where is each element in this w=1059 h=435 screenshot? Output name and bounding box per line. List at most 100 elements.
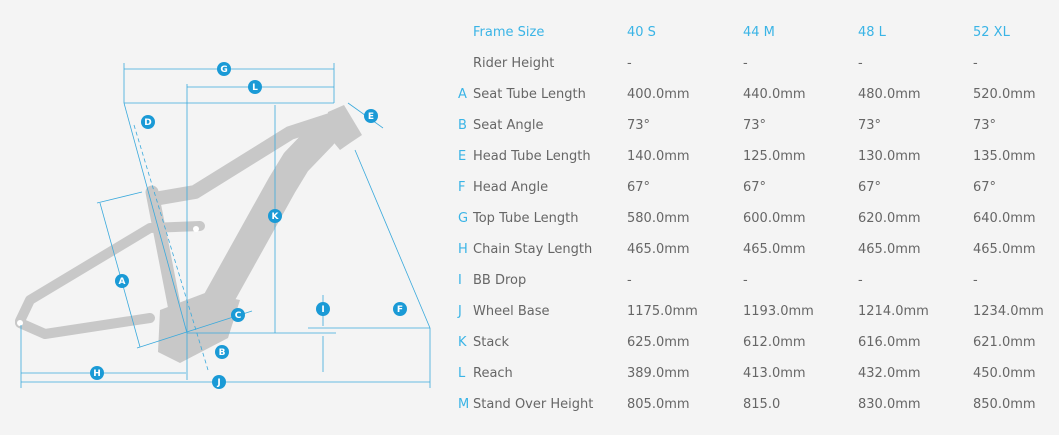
row-letter: E bbox=[458, 149, 467, 164]
row-value: - bbox=[743, 56, 748, 71]
row-value: 67° bbox=[627, 180, 651, 195]
badge-i: I bbox=[316, 302, 330, 316]
size-header: 48 L bbox=[858, 25, 886, 40]
row-value: 400.0mm bbox=[627, 87, 690, 102]
dimension-badges: A B C D E F G H I J K L bbox=[90, 62, 407, 389]
row-value: 1175.0mm bbox=[627, 304, 698, 319]
badge-k: K bbox=[268, 209, 282, 223]
row-value: 830.0mm bbox=[858, 397, 921, 412]
row-value: 140.0mm bbox=[627, 149, 690, 164]
svg-text:B: B bbox=[219, 348, 226, 358]
svg-text:C: C bbox=[235, 311, 242, 321]
badge-f: F bbox=[393, 302, 407, 316]
row-value: 616.0mm bbox=[858, 335, 921, 350]
row-value: - bbox=[743, 273, 748, 288]
row-value: 73° bbox=[973, 118, 997, 133]
row-label: Stack bbox=[473, 335, 509, 350]
row-label: BB Drop bbox=[473, 273, 527, 288]
row-value: 465.0mm bbox=[858, 242, 921, 257]
row-value: 465.0mm bbox=[743, 242, 806, 257]
row-label: Seat Tube Length bbox=[473, 87, 586, 102]
row-value: 465.0mm bbox=[973, 242, 1036, 257]
svg-text:D: D bbox=[144, 118, 151, 128]
row-value: 389.0mm bbox=[627, 366, 690, 381]
row-label: Reach bbox=[473, 366, 513, 381]
svg-text:A: A bbox=[119, 277, 126, 287]
row-letter: F bbox=[458, 180, 466, 195]
row-label: Seat Angle bbox=[473, 118, 544, 133]
row-value: 67° bbox=[858, 180, 882, 195]
row-value: 580.0mm bbox=[627, 211, 690, 226]
row-label: Head Tube Length bbox=[473, 149, 591, 164]
down-tube bbox=[203, 120, 337, 315]
row-letter: L bbox=[458, 366, 466, 381]
row-value: 600.0mm bbox=[743, 211, 806, 226]
row-letter: H bbox=[458, 242, 468, 257]
row-value: - bbox=[627, 273, 632, 288]
geometry-diagram: A B C D E F G H I J K L bbox=[15, 62, 431, 389]
svg-text:E: E bbox=[368, 112, 374, 122]
svg-text:F: F bbox=[397, 305, 403, 315]
rear-axle bbox=[17, 320, 23, 326]
svg-text:H: H bbox=[93, 369, 101, 379]
row-value: 612.0mm bbox=[743, 335, 806, 350]
bike-frame bbox=[15, 105, 362, 363]
row-value: 805.0mm bbox=[627, 397, 690, 412]
row-value: 620.0mm bbox=[858, 211, 921, 226]
row-value: 1234.0mm bbox=[973, 304, 1044, 319]
svg-text:K: K bbox=[272, 212, 280, 222]
row-value: - bbox=[973, 273, 978, 288]
row-value: 413.0mm bbox=[743, 366, 806, 381]
row-value: 73° bbox=[858, 118, 882, 133]
row-value: 135.0mm bbox=[973, 149, 1036, 164]
header-label: Frame Size bbox=[473, 25, 545, 40]
svg-text:J: J bbox=[216, 378, 220, 388]
row-value: - bbox=[858, 56, 863, 71]
svg-text:I: I bbox=[321, 305, 324, 315]
row-letter: A bbox=[458, 87, 467, 102]
row-value: - bbox=[973, 56, 978, 71]
row-value: 520.0mm bbox=[973, 87, 1036, 102]
row-value: 67° bbox=[973, 180, 997, 195]
row-value: 1214.0mm bbox=[858, 304, 929, 319]
row-value: - bbox=[858, 273, 863, 288]
row-value: 450.0mm bbox=[973, 366, 1036, 381]
row-label: Chain Stay Length bbox=[473, 242, 593, 257]
row-value: 125.0mm bbox=[743, 149, 806, 164]
svg-text:G: G bbox=[220, 65, 227, 75]
row-value: 130.0mm bbox=[858, 149, 921, 164]
row-letter: J bbox=[458, 304, 462, 319]
row-value: - bbox=[627, 56, 632, 71]
badge-e: E bbox=[364, 109, 378, 123]
seat-stay bbox=[15, 221, 205, 326]
row-value: 640.0mm bbox=[973, 211, 1036, 226]
pivot bbox=[193, 226, 199, 232]
row-value: 621.0mm bbox=[973, 335, 1036, 350]
row-label: Head Angle bbox=[473, 180, 549, 195]
row-value: 432.0mm bbox=[858, 366, 921, 381]
row-value: 67° bbox=[743, 180, 767, 195]
row-value: 1193.0mm bbox=[743, 304, 814, 319]
row-letter: G bbox=[458, 211, 469, 226]
row-value: 73° bbox=[627, 118, 651, 133]
seat-tube bbox=[145, 185, 185, 332]
row-value: 815.0 bbox=[743, 397, 781, 412]
size-header: 40 S bbox=[627, 25, 656, 40]
row-value: 850.0mm bbox=[973, 397, 1036, 412]
row-letter: M bbox=[458, 397, 470, 412]
svg-text:L: L bbox=[252, 83, 258, 93]
row-label: Rider Height bbox=[473, 56, 555, 71]
chain-stay bbox=[15, 313, 155, 339]
badge-d: D bbox=[141, 115, 155, 129]
badge-l: L bbox=[248, 80, 262, 94]
row-letter: B bbox=[458, 118, 467, 133]
badge-b: B bbox=[215, 345, 229, 359]
badge-j: J bbox=[212, 375, 226, 389]
row-value: 440.0mm bbox=[743, 87, 806, 102]
row-label: Top Tube Length bbox=[473, 211, 579, 226]
row-value: 73° bbox=[743, 118, 767, 133]
row-label: Wheel Base bbox=[473, 304, 550, 319]
size-header: 52 XL bbox=[973, 25, 1010, 40]
size-header: 44 M bbox=[743, 25, 775, 40]
badge-a: A bbox=[115, 274, 129, 288]
